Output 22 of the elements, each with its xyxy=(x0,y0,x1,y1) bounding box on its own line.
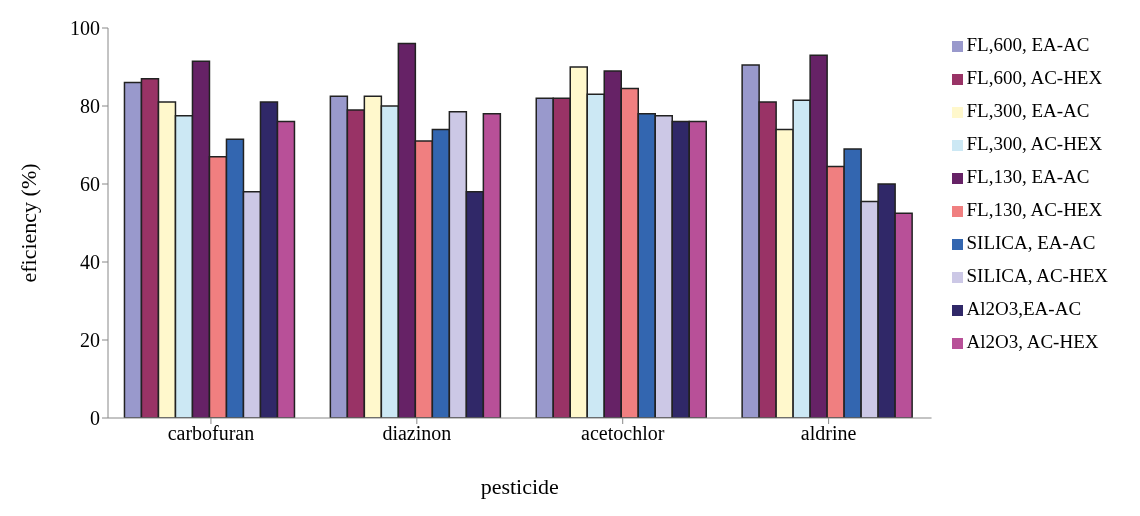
x-tick-label: diazinon xyxy=(382,422,452,445)
y-axis-title: eficiency (%) xyxy=(15,163,41,283)
legend-label: FL,130, AC-HEX xyxy=(966,199,1103,220)
x-axis-title: pesticide xyxy=(480,473,559,499)
legend-label: SILICA, AC-HEX xyxy=(966,265,1108,286)
legend-label: FL,300, EA-AC xyxy=(966,100,1090,121)
legend-label: FL,300, AC-HEX xyxy=(966,133,1103,154)
y-tick-label: 100 xyxy=(70,17,100,40)
legend-label: FL,130, EA-AC xyxy=(966,166,1090,187)
y-tick-label: 60 xyxy=(80,173,100,196)
x-tick-label: acetochlor xyxy=(581,422,665,445)
legend-label: Al2O3, AC-HEX xyxy=(966,331,1099,352)
y-tick-label: 20 xyxy=(80,329,100,352)
legend-label: SILICA, EA-AC xyxy=(966,232,1096,253)
legend-label: Al2O3,EA-AC xyxy=(966,298,1082,319)
y-tick-label: 80 xyxy=(80,95,100,118)
y-tick-label: 0 xyxy=(90,407,100,430)
x-tick-label: carbofuran xyxy=(167,422,255,445)
legend-label: FL,600, AC-HEX xyxy=(966,67,1103,88)
legend-label: FL,600, EA-AC xyxy=(966,34,1090,55)
y-tick-label: 40 xyxy=(80,251,100,274)
x-tick-label: aldrine xyxy=(800,422,857,445)
